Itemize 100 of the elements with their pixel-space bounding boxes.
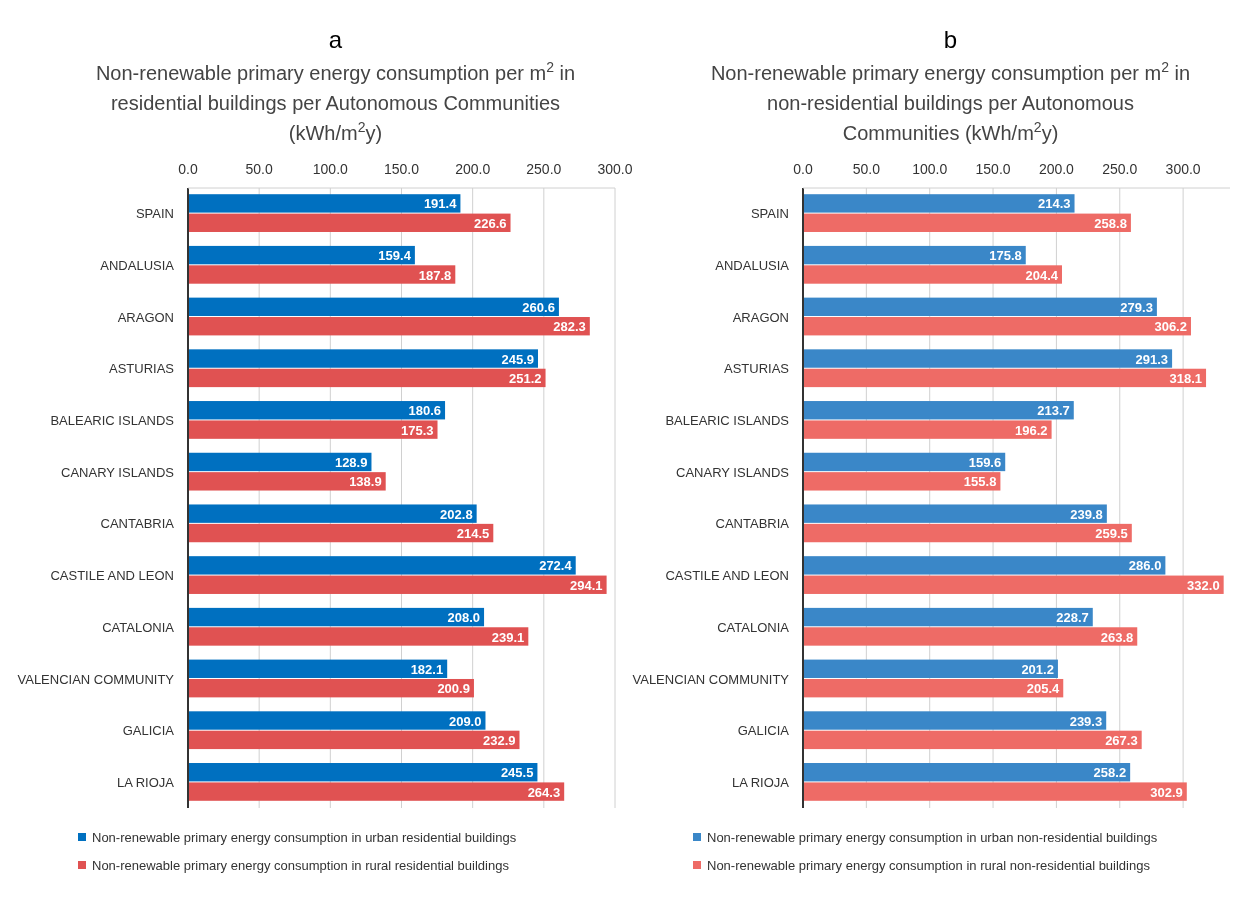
y-tick-label: SPAIN — [750, 206, 789, 222]
bar — [803, 349, 1173, 368]
y-tick-label: CASTILE AND LEON — [665, 568, 789, 584]
data-label: 214.5 — [456, 526, 490, 542]
y-tick-label: CATALONIA — [717, 619, 790, 635]
bar — [803, 575, 1224, 594]
data-label: 258.8 — [1094, 215, 1127, 231]
bar — [188, 711, 486, 730]
bar — [803, 297, 1157, 317]
data-label: 264.3 — [527, 784, 561, 800]
bar — [803, 730, 1142, 750]
data-label: 306.2 — [1154, 319, 1187, 335]
data-label: 159.6 — [968, 455, 1002, 470]
x-tick-label: 250.0 — [526, 161, 562, 177]
y-tick-label: ANDALUSIA — [715, 257, 790, 273]
data-label: 201.2 — [1021, 661, 1054, 677]
bar — [803, 265, 1062, 284]
data-label: 228.7 — [1056, 610, 1089, 626]
x-tick-label: 200.0 — [455, 161, 491, 177]
bar — [188, 763, 538, 782]
x-tick-label: 100.0 — [912, 161, 948, 177]
text: Non-renewable primary energy consumption per m$^{2}$ in residential buildings per Autonomous Communities (kWh/m$^{2}$y) — [95, 59, 576, 144]
data-label: 267.3 — [1105, 732, 1138, 748]
data-label: 187.8 — [418, 267, 452, 283]
y-tick-label: GALICIA — [122, 723, 175, 739]
bar — [803, 452, 1006, 472]
data-label: 213.7 — [1037, 403, 1070, 419]
bar — [188, 297, 559, 317]
legend-label: Non-renewable primary energy consumption in rural non-residential buildings — [707, 857, 1151, 873]
x-tick-label: 50.0 — [852, 161, 881, 177]
data-label: 202.8 — [440, 506, 473, 522]
y-tick-label: BALEARIC ISLANDS — [50, 412, 175, 428]
bar — [188, 627, 529, 646]
bar — [803, 504, 1107, 523]
x-tick-label: 100.0 — [312, 161, 349, 177]
legend-label: Non-renewable primary energy consumption in urban residential buildings — [92, 829, 517, 845]
bar — [803, 556, 1166, 575]
data-label: 159.4 — [378, 248, 412, 264]
y-tick-label: CANARY ISLANDS — [676, 464, 790, 480]
data-label: 208.0 — [447, 610, 481, 626]
bar — [188, 349, 538, 368]
chart-title: a — [328, 26, 343, 53]
data-label: 291.3 — [1135, 351, 1169, 367]
data-label: 200.9 — [437, 681, 470, 697]
bar — [188, 194, 461, 213]
bar — [188, 678, 474, 698]
y-tick-label: CANARY ISLANDS — [61, 464, 175, 480]
bar — [188, 523, 494, 543]
bar — [803, 659, 1058, 678]
bar — [188, 213, 511, 232]
data-label: 286.0 — [1128, 558, 1162, 574]
data-label: 128.9 — [334, 455, 368, 470]
y-tick-label: VALENCIAN COMMUNITY — [17, 671, 175, 687]
bar — [803, 213, 1131, 232]
bar — [188, 607, 485, 627]
data-label: 214.3 — [1037, 196, 1071, 212]
chart-title: b — [943, 26, 958, 53]
y-tick-label: LA RIOJA — [731, 774, 790, 790]
bar — [803, 420, 1052, 439]
data-label: 282.3 — [553, 319, 586, 335]
data-label: 258.2 — [1093, 765, 1127, 781]
y-tick-label: LA RIOJA — [116, 774, 175, 790]
bar — [803, 763, 1131, 782]
x-tick-label: 250.0 — [1102, 161, 1138, 177]
x-tick-label: 200.0 — [1038, 161, 1075, 177]
x-tick-label: 0.0 — [793, 161, 813, 177]
bar — [803, 711, 1107, 730]
bar — [188, 245, 415, 265]
bar — [803, 317, 1191, 336]
data-label: 332.0 — [1187, 577, 1220, 593]
data-label: 155.8 — [963, 474, 997, 490]
data-label: 318.1 — [1169, 370, 1203, 386]
bar — [803, 523, 1132, 543]
y-tick-label: ANDALUSIA — [100, 257, 175, 273]
bar — [188, 556, 576, 575]
data-label: 180.6 — [408, 403, 442, 419]
data-label: 245.9 — [501, 351, 534, 367]
data-label: 205.4 — [1026, 681, 1061, 697]
bar — [188, 317, 590, 336]
x-tick-label: 300.0 — [1165, 161, 1201, 177]
data-label: 175.8 — [989, 248, 1022, 264]
text: Non-renewable primary energy consumption per m$^{2}$ in non-residential buildings per Autonomous Communities (kWh/m$^{2}$y) — [710, 59, 1191, 144]
bar — [188, 575, 607, 594]
data-label: 239.8 — [1070, 506, 1103, 522]
bar — [188, 452, 372, 472]
data-label: 191.4 — [423, 196, 458, 212]
y-tick-label: SPAIN — [135, 206, 174, 222]
bar — [803, 678, 1064, 698]
bar — [188, 659, 448, 678]
bar — [188, 730, 520, 750]
data-label: 239.3 — [1069, 713, 1103, 729]
y-tick-label: GALICIA — [737, 723, 790, 739]
x-tick-label: 150.0 — [383, 161, 420, 177]
y-tick-label: ARAGON — [732, 309, 789, 325]
x-tick-label: 0.0 — [178, 161, 198, 177]
legend-label: Non-renewable primary energy consumption in urban non-residential buildings — [707, 829, 1158, 845]
data-label: 279.3 — [1120, 299, 1153, 315]
data-label: 272.4 — [539, 558, 573, 574]
x-tick-label: 150.0 — [975, 161, 1011, 177]
x-tick-label: 300.0 — [597, 161, 633, 177]
